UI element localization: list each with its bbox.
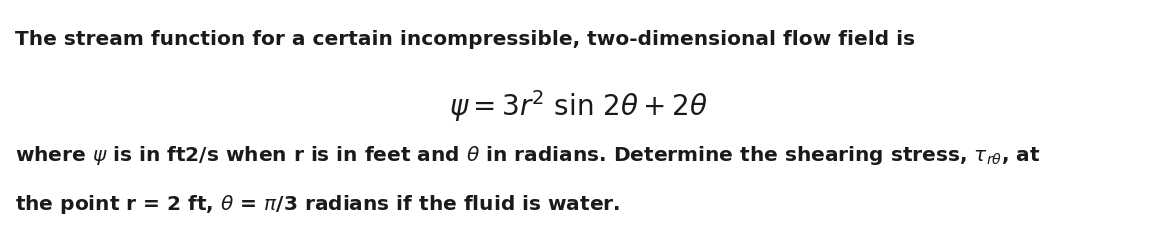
Text: The stream function for a certain incompressible, two-dimensional flow field is: The stream function for a certain incomp… [15, 30, 915, 49]
Text: $\psi = 3r^2\ \mathrm{sin}\ 2\theta + 2\theta$: $\psi = 3r^2\ \mathrm{sin}\ 2\theta + 2\… [449, 88, 708, 124]
Text: where $\psi$ is in ft2/s when r is in feet and $\theta$ in radians. Determine th: where $\psi$ is in ft2/s when r is in fe… [15, 143, 1040, 166]
Text: the point r = 2 ft, $\theta$ = $\pi$/3 radians if the fluid is water.: the point r = 2 ft, $\theta$ = $\pi$/3 r… [15, 192, 620, 215]
